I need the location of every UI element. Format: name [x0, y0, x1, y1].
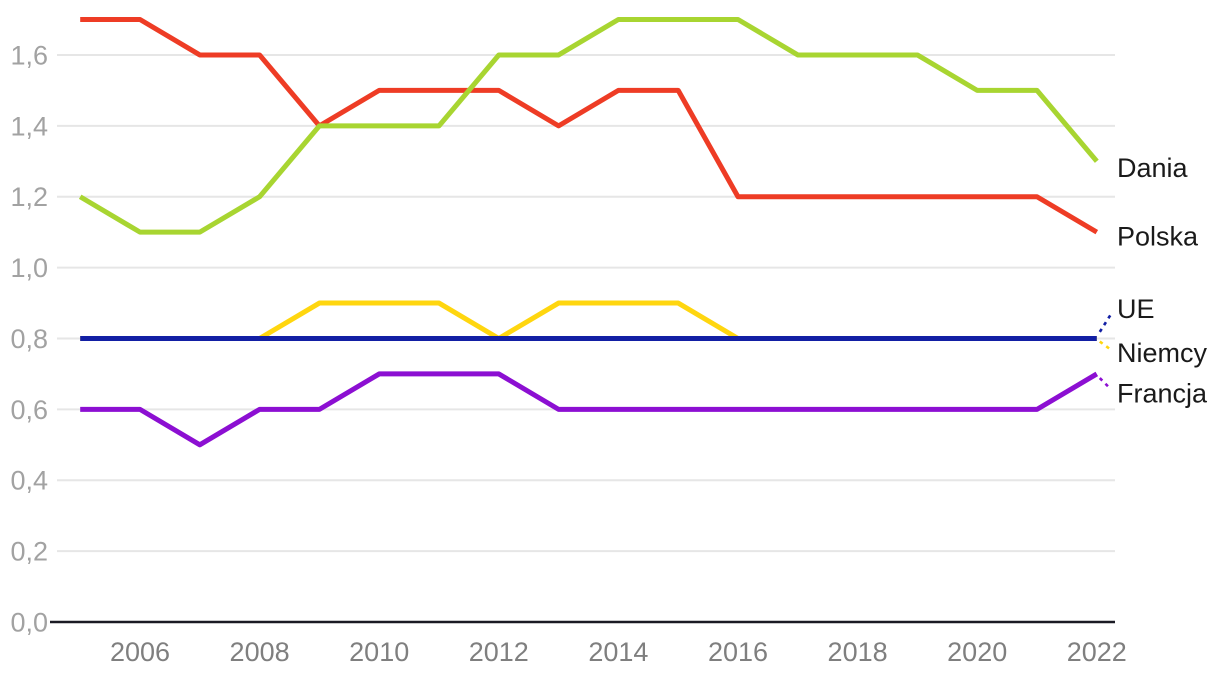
- series-label-francja: Francja: [1117, 378, 1208, 408]
- y-tick-label: 1,4: [10, 111, 48, 141]
- series-label-niemcy: Niemcy: [1117, 338, 1208, 368]
- y-tick-label: 0,8: [10, 324, 48, 354]
- x-tick-label: 2014: [588, 637, 648, 667]
- series-line-francja: [80, 371, 1099, 448]
- y-tick-label: 0,6: [10, 395, 48, 425]
- x-tick-label: 2020: [947, 637, 1007, 667]
- leader-line-niemcy: [1099, 340, 1112, 351]
- series-line-polska: [80, 17, 1099, 235]
- x-tick-label: 2018: [828, 637, 888, 667]
- leader-line-francja: [1098, 377, 1112, 391]
- series-label-ue: UE: [1117, 294, 1155, 324]
- x-tick-label: 2022: [1067, 637, 1127, 667]
- x-tick-label: 2006: [110, 637, 170, 667]
- y-tick-label: 0,0: [10, 608, 48, 638]
- x-tick-label: 2016: [708, 637, 768, 667]
- y-tick-label: 1,6: [10, 40, 48, 70]
- y-tick-label: 1,0: [10, 253, 48, 283]
- x-tick-label: 2012: [469, 637, 529, 667]
- series-line-niemcy: [80, 300, 1097, 341]
- series-label-polska: Polska: [1117, 222, 1199, 252]
- x-tick-label: 2010: [349, 637, 409, 667]
- series-line-dania: [78, 17, 1099, 235]
- y-tick-label: 0,4: [10, 466, 48, 496]
- y-tick-label: 0,2: [10, 537, 48, 567]
- leader-line-ue: [1098, 313, 1112, 333]
- y-tick-label: 1,2: [10, 182, 48, 212]
- x-tick-label: 2008: [230, 637, 290, 667]
- series-label-dania: Dania: [1117, 153, 1189, 183]
